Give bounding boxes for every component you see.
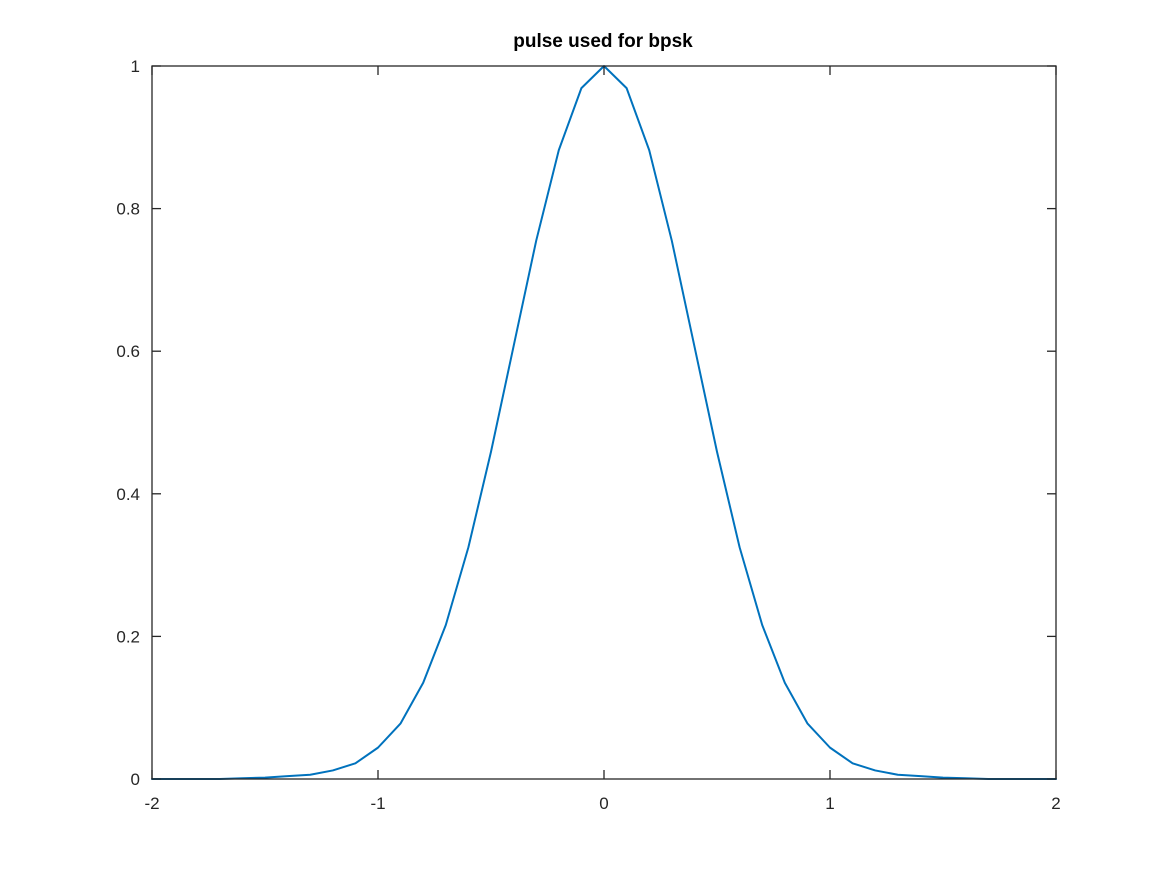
y-tick-label: 0.2 bbox=[116, 627, 140, 646]
x-tick-label: -2 bbox=[144, 794, 159, 813]
y-tick-label: 0 bbox=[131, 770, 140, 789]
y-axis-ticks: 0 0.2 0.4 0.6 0.8 1 bbox=[116, 57, 1056, 789]
x-tick-label: 0 bbox=[599, 794, 608, 813]
y-tick-label: 0.8 bbox=[116, 200, 140, 219]
x-axis-ticks: -2 -1 0 1 2 bbox=[144, 66, 1061, 813]
y-tick-label: 1 bbox=[131, 57, 140, 76]
y-tick-label: 0.4 bbox=[116, 485, 140, 504]
x-tick-label: -1 bbox=[370, 794, 385, 813]
x-tick-label: 2 bbox=[1051, 794, 1060, 813]
x-tick-label: 1 bbox=[825, 794, 834, 813]
y-tick-label: 0.6 bbox=[116, 342, 140, 361]
chart-title: pulse used for bpsk bbox=[513, 31, 693, 52]
title-layer: pulse used for bpsk bbox=[513, 31, 693, 52]
